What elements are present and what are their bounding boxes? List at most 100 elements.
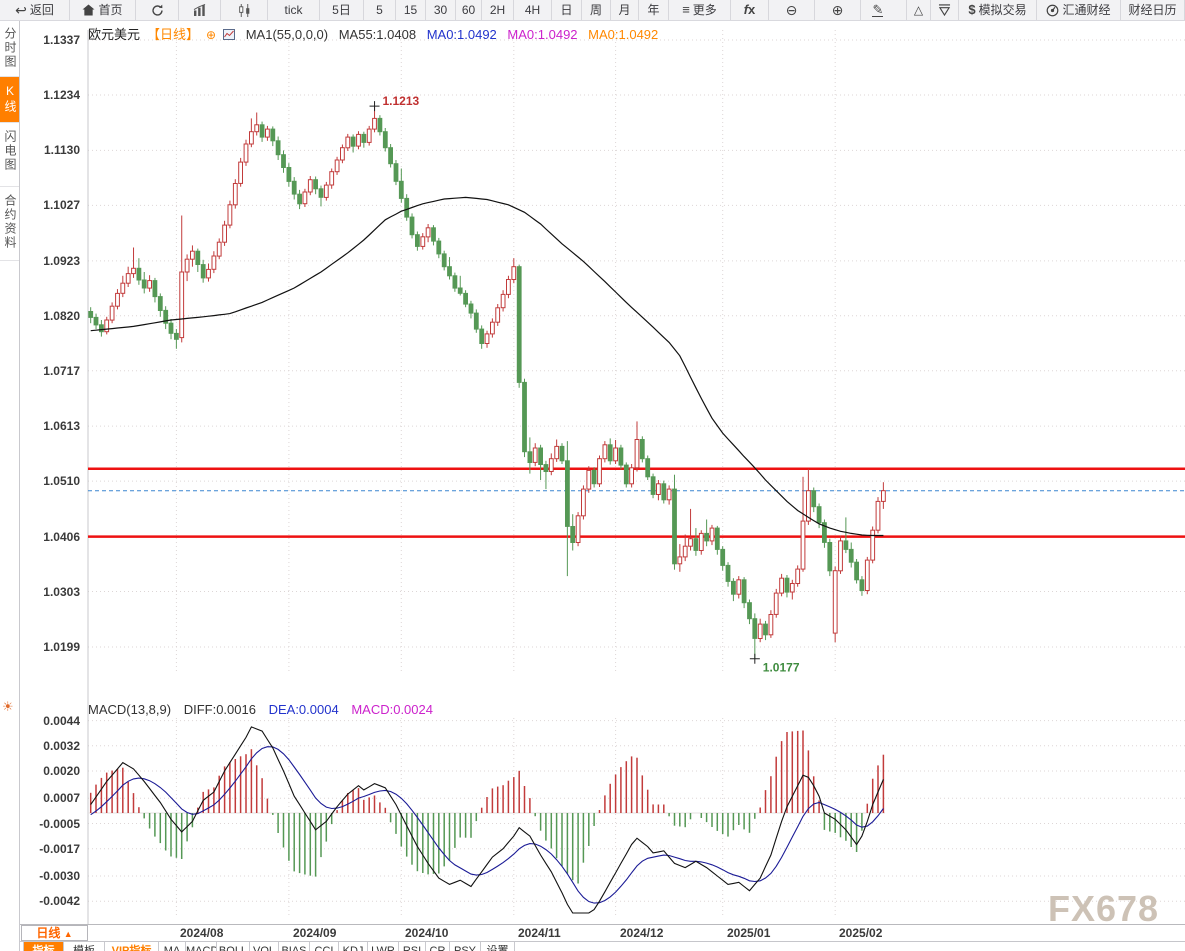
toolbar-sim-trading-button[interactable]: $ 模拟交易	[959, 0, 1037, 20]
dea-line	[90, 746, 884, 904]
watermark: FX678	[1048, 888, 1160, 929]
toolbar-h4-button[interactable]: 4H	[514, 0, 552, 20]
tab-BIAS[interactable]: BIAS	[279, 942, 310, 951]
toolbar-more-button[interactable]: ≡ 更多	[669, 0, 731, 20]
price-tick: 1.0199	[43, 640, 80, 654]
period-tag: 【日线】	[147, 27, 200, 42]
ma0-value-3: MA0:1.0492	[588, 27, 659, 42]
toolbar: ↩ 返回 首页 tick 5日 5 15 30 60 2H 4H 日周月年 ≡ 更多 fx ⊖ ⊕ ✎ △ $ 模拟交易…	[0, 0, 1185, 21]
tab-KDJ[interactable]: KDJ	[339, 942, 368, 951]
month-label: 2024/09	[293, 926, 337, 940]
sidebar-item-time-chart[interactable]: 分时图	[0, 20, 19, 77]
tab-VOL[interactable]: VOL	[250, 942, 279, 951]
sidebar-item-kline-chart[interactable]: K线图	[0, 77, 19, 123]
month-label: 2024/12	[620, 926, 664, 940]
tab-LWR[interactable]: LWR	[368, 942, 399, 951]
price-tick: 1.0923	[43, 254, 80, 268]
macd-header: MACD(13,8,9) DIFF:0.0016 DEA:0.0004 MACD…	[88, 702, 442, 717]
macd-value: MACD:0.0024	[351, 702, 433, 717]
tab-VIP指标[interactable]: VIP指标	[105, 942, 159, 951]
ma55-value: MA55:1.0408	[338, 27, 417, 42]
macd-tick: 0.0020	[43, 764, 80, 778]
add-indicator-icon[interactable]: ⊕	[206, 28, 217, 42]
chart-header: 欧元美元 【日线】 ⊕ MA1(55,0,0,0) MA55:1.0408 MA0:…	[88, 24, 665, 43]
diff-line	[90, 726, 884, 914]
mini-chart-icon	[223, 27, 236, 42]
low-marker-cross	[749, 653, 760, 664]
macd-tick: -0.0017	[39, 842, 80, 856]
price-tick: 1.1234	[43, 88, 80, 102]
toolbar-tick-button[interactable]: tick	[268, 0, 320, 20]
toolbar-calendar-button[interactable]: 财经日历	[1121, 0, 1185, 20]
price-tick: 1.0406	[43, 530, 80, 544]
diff-value: DIFF:0.0016	[183, 702, 256, 717]
toolbar-back-button[interactable]: ↩ 返回	[0, 0, 70, 20]
sidebar-item-contract-info[interactable]: 合约资料	[0, 187, 19, 261]
toolbar-year-button[interactable]: 年	[639, 0, 669, 20]
toolbar-m60-button[interactable]: 60	[456, 0, 482, 20]
macd-tick: 0.0044	[43, 714, 80, 728]
toolbar-refresh-button[interactable]	[136, 0, 179, 20]
zoom-in-icon: ⊕	[831, 2, 844, 18]
toolbar-zoom-in-button[interactable]: ⊕	[815, 0, 861, 20]
sidebar-item-flash-chart[interactable]: 闪电图	[0, 123, 19, 187]
tab-MACD[interactable]: MACD	[186, 942, 217, 951]
toolbar-m15-button[interactable]: 15	[396, 0, 426, 20]
tab-BOLL[interactable]: BOLL	[217, 942, 250, 951]
toolbar-formula-button[interactable]: fx	[731, 0, 769, 20]
toolbar-fx678-button[interactable]: 汇通财经	[1037, 0, 1121, 20]
sidebar: 分时图K线图闪电图合约资料	[0, 20, 20, 951]
home-icon	[82, 4, 95, 16]
high-marker-cross	[369, 101, 380, 112]
tab-RSI[interactable]: RSI	[399, 942, 426, 951]
tab-MA[interactable]: MA	[159, 942, 186, 951]
price-tick: 1.1027	[43, 198, 80, 212]
toolbar-triangle-down-button[interactable]	[931, 0, 959, 20]
period-selector[interactable]: 日线 ▲	[21, 925, 88, 941]
price-tick: 1.0717	[43, 364, 80, 378]
formula-icon: fx	[743, 2, 756, 17]
tab-指标[interactable]: 指标	[23, 942, 64, 951]
ma0-value-2: MA0:1.0492	[507, 27, 578, 42]
fx678-icon	[1046, 4, 1059, 17]
month-label: 2024/10	[405, 926, 449, 940]
back-icon: ↩	[15, 2, 27, 18]
ma0-value-1: MA0:1.0492	[426, 27, 497, 42]
toolbar-m5-button[interactable]: 5	[364, 0, 396, 20]
toolbar-month-button[interactable]: 月	[611, 0, 639, 20]
draw-icon: ✎	[872, 2, 884, 17]
price-tick: 1.0510	[43, 474, 80, 488]
toolbar-h2-button[interactable]: 2H	[482, 0, 514, 20]
tab-模板[interactable]: 模板	[64, 942, 105, 951]
tab-CCI[interactable]: CCI	[310, 942, 339, 951]
macd-params: MACD(13,8,9)	[88, 702, 172, 717]
toolbar-draw-button[interactable]: ✎	[861, 0, 907, 20]
toolbar-day-button[interactable]: 日	[552, 0, 582, 20]
more-icon: ≡	[682, 2, 690, 17]
tab-设置[interactable]: 设置	[481, 942, 515, 951]
toolbar-home-button[interactable]: 首页	[70, 0, 136, 20]
ma55-line	[90, 196, 884, 537]
brightness-icon[interactable]: ☀	[2, 699, 14, 714]
line-chart-icon	[193, 4, 207, 16]
toolbar-m30-button[interactable]: 30	[426, 0, 456, 20]
price-tick: 1.0613	[43, 419, 80, 433]
toolbar-triangle-up-button[interactable]: △	[907, 0, 931, 20]
chevron-up-icon: ▲	[63, 929, 73, 939]
candle-chart-icon	[238, 3, 251, 17]
macd-tick: -0.0030	[39, 869, 80, 883]
tab-PSY[interactable]: PSY	[450, 942, 481, 951]
macd-tick: 0.0032	[43, 739, 80, 753]
toolbar-week-button[interactable]: 周	[582, 0, 611, 20]
macd-tick: 0.0007	[43, 791, 80, 805]
candles	[88, 106, 886, 659]
price-tick: 1.0303	[43, 585, 80, 599]
ma-settings: MA1(55,0,0,0)	[245, 27, 329, 42]
tab-CR[interactable]: CR	[426, 942, 450, 951]
toolbar-5d-button[interactable]: 5日	[320, 0, 364, 20]
toolbar-line-chart-button[interactable]	[179, 0, 221, 20]
toolbar-candle-chart-button[interactable]	[221, 0, 268, 20]
toolbar-zoom-out-button[interactable]: ⊖	[769, 0, 815, 20]
